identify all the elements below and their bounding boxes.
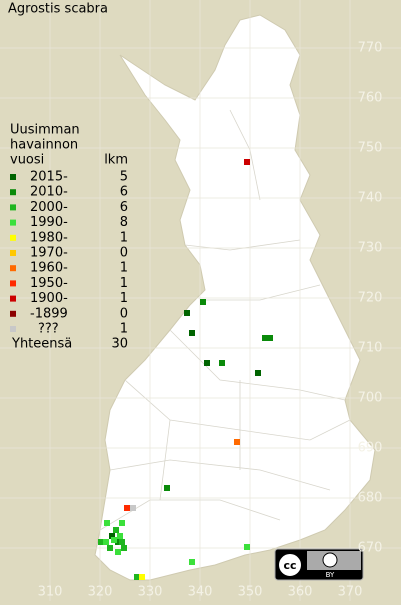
legend-heading: vuosi	[10, 153, 44, 168]
occurrence-point	[255, 370, 261, 376]
occurrence-point	[244, 159, 250, 165]
legend-count: 6	[120, 200, 128, 215]
legend-count: 6	[120, 185, 128, 200]
legend-label: 1970-	[30, 246, 68, 261]
occurrence-point	[119, 539, 125, 545]
occurrence-point	[262, 335, 268, 341]
legend-label: 2000-	[30, 200, 68, 215]
occurrence-point	[107, 545, 113, 551]
legend-label: 1950-	[30, 276, 68, 291]
occurrence-point	[267, 335, 273, 341]
y-tick-label: 710	[358, 341, 383, 356]
occurrence-point	[189, 559, 195, 565]
legend-label: ???	[38, 322, 59, 337]
occurrence-point	[234, 439, 240, 445]
y-tick-label: 730	[358, 241, 383, 256]
legend-swatch	[10, 295, 16, 302]
legend-count: 5	[120, 170, 128, 185]
legend-label: 1990-	[30, 215, 68, 230]
legend-count: 0	[120, 246, 128, 261]
legend-swatch	[10, 265, 16, 272]
badge-text: BY	[326, 571, 335, 579]
x-tick-label: 310	[38, 585, 63, 600]
y-tick-label: 720	[358, 291, 383, 306]
legend-total: 30	[111, 337, 128, 352]
cc-icon-text: cc	[283, 559, 296, 572]
x-tick-label: 320	[88, 585, 113, 600]
cc-badge: cc BY	[274, 548, 364, 581]
occurrence-point	[113, 527, 119, 533]
y-tick-label: 690	[358, 441, 383, 456]
legend-label: 1980-	[30, 230, 68, 245]
cc-icon	[277, 552, 303, 578]
legend-swatch	[10, 310, 16, 317]
y-tick-label: 750	[358, 141, 383, 156]
legend-count: 1	[120, 261, 128, 276]
legend-total-label: Yhteensä	[11, 337, 72, 352]
occurrence-point	[130, 505, 136, 511]
y-tick-label: 740	[358, 191, 383, 206]
x-tick-label: 330	[138, 585, 163, 600]
occurrence-point	[134, 574, 140, 580]
legend-count: 1	[120, 291, 128, 306]
occurrence-point	[244, 544, 250, 550]
occurrence-point	[189, 330, 195, 336]
occurrence-point	[119, 520, 125, 526]
occurrence-point	[139, 574, 145, 580]
legend-count: 1	[120, 276, 128, 291]
occurrence-point	[124, 505, 130, 511]
legend-swatch	[10, 174, 16, 180]
x-tick-label: 370	[338, 585, 363, 600]
finland-outline	[94, 14, 376, 581]
y-tick-label: 700	[358, 391, 383, 406]
occurrence-point	[200, 299, 206, 305]
title: Agrostis scabra	[8, 2, 108, 17]
legend-swatch	[10, 204, 16, 211]
occurrence-point	[111, 537, 117, 543]
x-tick-label: 350	[238, 585, 263, 600]
by-icon	[322, 552, 338, 568]
occurrence-point	[104, 520, 110, 526]
legend-label: 1960-	[30, 261, 68, 276]
x-tick-label: 340	[188, 585, 213, 600]
legend-count: 1	[120, 322, 128, 337]
occurrence-point	[115, 539, 121, 545]
legend-label: 2015-	[30, 170, 68, 185]
legend-count-heading: lkm	[104, 153, 128, 168]
legend-count: 1	[120, 230, 128, 245]
occurrence-point	[103, 539, 109, 545]
legend-heading: Uusimman	[10, 123, 80, 138]
legend-swatch	[10, 280, 16, 287]
legend-swatch	[10, 234, 16, 241]
legend-swatch	[10, 250, 16, 256]
occurrence-point	[109, 533, 115, 539]
occurrence-point	[115, 549, 121, 555]
occurrence-point	[219, 360, 225, 366]
y-tick-label: 760	[358, 91, 383, 106]
occurrence-point	[204, 360, 210, 366]
y-tick-label: 680	[358, 491, 383, 506]
legend-swatch	[10, 219, 16, 226]
legend-heading: havainnon	[10, 138, 78, 153]
occurrence-point	[98, 539, 104, 545]
legend-count: 0	[120, 306, 128, 321]
y-tick-label: 670	[358, 541, 383, 556]
y-tick-label: 770	[358, 41, 383, 56]
occurrence-point	[121, 545, 127, 551]
occurrence-point	[117, 533, 123, 539]
legend-swatch	[10, 189, 16, 196]
occurrence-point	[184, 310, 190, 316]
legend-swatch	[10, 326, 16, 332]
legend-label: 1900-	[30, 291, 68, 306]
x-tick-label: 360	[288, 585, 313, 600]
legend-count: 8	[120, 215, 128, 230]
legend-label: 2010-	[30, 185, 68, 200]
legend-label: -1899	[30, 306, 68, 321]
occurrence-point	[164, 485, 170, 491]
